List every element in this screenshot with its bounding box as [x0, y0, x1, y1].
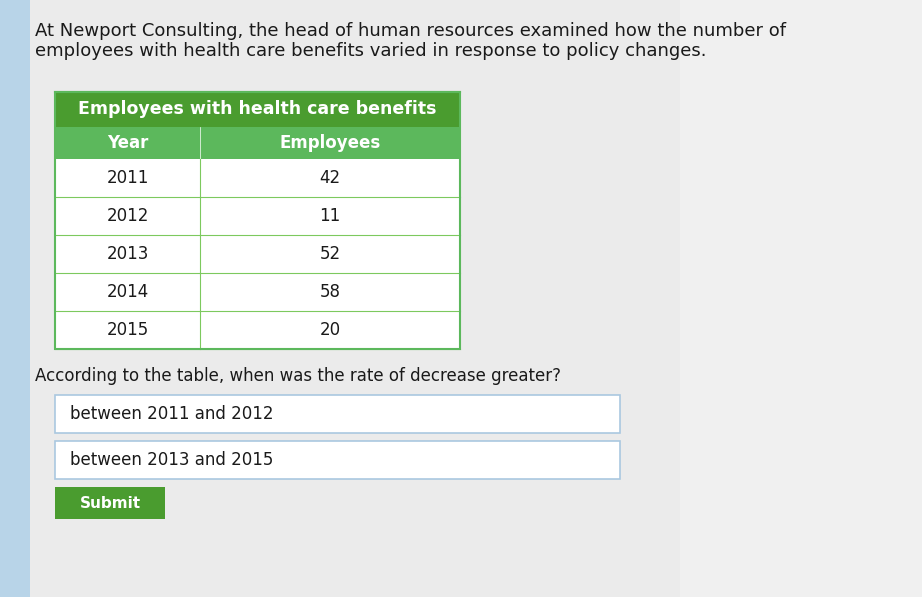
- Bar: [55, 441, 620, 479]
- Text: 2013: 2013: [106, 245, 148, 263]
- Bar: [55, 92, 460, 127]
- Text: Year: Year: [107, 134, 148, 152]
- Text: 52: 52: [319, 245, 340, 263]
- Bar: [55, 159, 460, 197]
- Text: employees with health care benefits varied in response to policy changes.: employees with health care benefits vari…: [35, 42, 706, 60]
- Text: 2011: 2011: [106, 169, 148, 187]
- Text: 58: 58: [320, 283, 340, 301]
- Bar: [55, 395, 620, 433]
- Text: 20: 20: [319, 321, 340, 339]
- Text: 2014: 2014: [106, 283, 148, 301]
- Bar: [55, 273, 460, 311]
- Text: 2015: 2015: [106, 321, 148, 339]
- Text: 42: 42: [319, 169, 340, 187]
- Bar: [55, 311, 460, 349]
- Bar: [200, 127, 460, 159]
- Bar: [55, 197, 460, 235]
- Text: Employees: Employees: [279, 134, 381, 152]
- Bar: [55, 235, 460, 273]
- Bar: [55, 92, 460, 349]
- Bar: [55, 127, 200, 159]
- Text: 11: 11: [319, 207, 340, 225]
- Bar: [0, 0, 30, 597]
- Text: Submit: Submit: [79, 496, 140, 510]
- Text: At Newport Consulting, the head of human resources examined how the number of: At Newport Consulting, the head of human…: [35, 22, 786, 40]
- Text: Employees with health care benefits: Employees with health care benefits: [78, 100, 437, 118]
- Text: between 2013 and 2015: between 2013 and 2015: [70, 451, 274, 469]
- Bar: [55, 487, 165, 519]
- Text: According to the table, when was the rate of decrease greater?: According to the table, when was the rat…: [35, 367, 561, 385]
- Text: 2012: 2012: [106, 207, 148, 225]
- Bar: [30, 0, 680, 597]
- Text: between 2011 and 2012: between 2011 and 2012: [70, 405, 274, 423]
